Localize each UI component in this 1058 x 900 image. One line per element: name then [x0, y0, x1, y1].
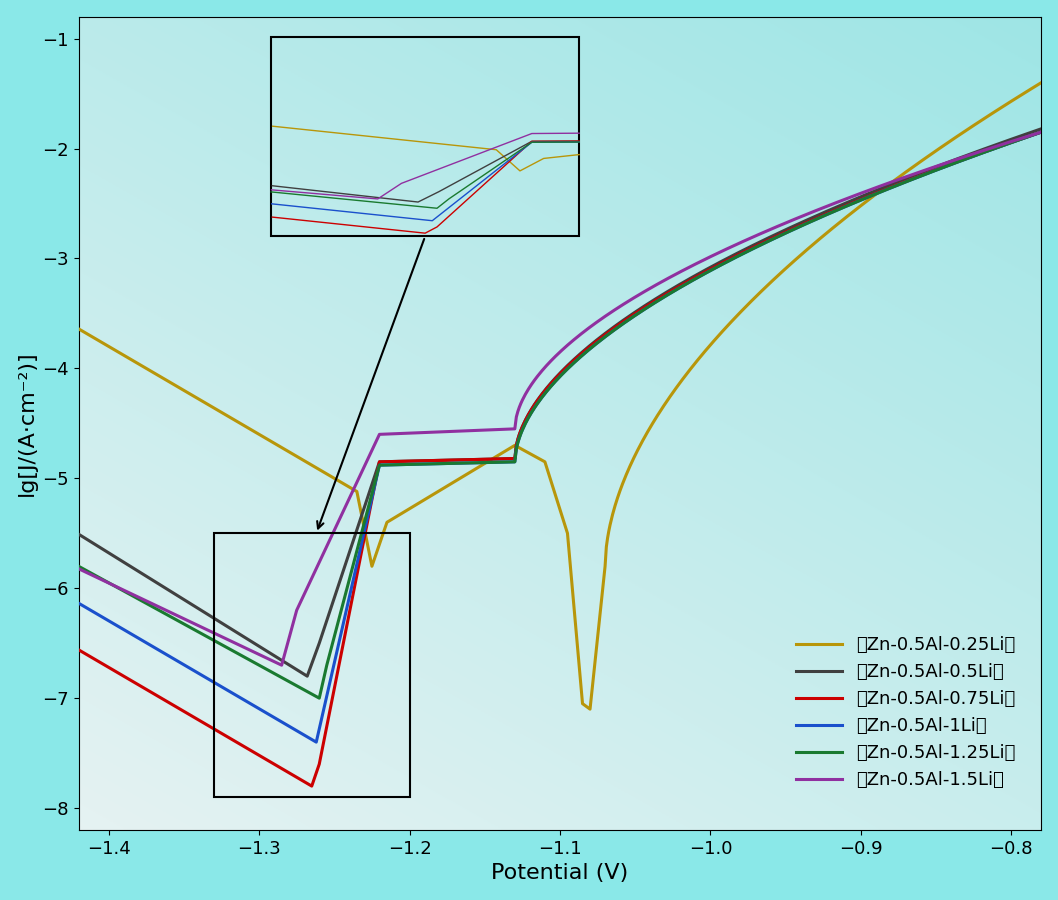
（Zn-0.5Al-0.25Li） [584, 704, 597, 715]
（Zn-0.5Al-1Li） [234, 692, 247, 703]
（Zn-0.5Al-0.25Li） [1035, 77, 1047, 88]
（Zn-0.5Al-0.75Li） [306, 780, 318, 791]
（Zn-0.5Al-0.75Li） [1035, 127, 1047, 138]
（Zn-0.5Al-1.25Li） [603, 328, 616, 338]
Y-axis label: lg[J/(A·cm⁻²)]: lg[J/(A·cm⁻²)] [17, 350, 37, 496]
Legend: （Zn-0.5Al-0.25Li）, （Zn-0.5Al-0.5Li）, （Zn-0.5Al-0.75Li）, （Zn-0.5Al-1Li）, （Zn-0.5A: （Zn-0.5Al-0.25Li）, （Zn-0.5Al-0.5Li）, （Zn… [789, 629, 1023, 796]
（Zn-0.5Al-0.5Li） [464, 454, 477, 465]
Line: （Zn-0.5Al-0.25Li）: （Zn-0.5Al-0.25Li） [78, 83, 1041, 709]
（Zn-0.5Al-1.5Li） [375, 429, 387, 440]
（Zn-0.5Al-1Li） [310, 737, 323, 748]
Line: （Zn-0.5Al-1.5Li）: （Zn-0.5Al-1.5Li） [78, 132, 1041, 665]
Bar [271, 37, 579, 237]
（Zn-0.5Al-1.25Li） [313, 693, 326, 704]
（Zn-0.5Al-1.25Li） [211, 636, 223, 647]
（Zn-0.5Al-1Li） [416, 459, 428, 470]
（Zn-0.5Al-0.25Li） [668, 386, 680, 397]
（Zn-0.5Al-1Li） [857, 194, 870, 204]
（Zn-0.5Al-1Li） [1035, 127, 1047, 138]
（Zn-0.5Al-1.25Li） [464, 457, 477, 468]
（Zn-0.5Al-1.25Li） [1035, 127, 1047, 138]
（Zn-0.5Al-0.5Li） [1035, 123, 1047, 134]
（Zn-0.5Al-1.25Li） [541, 386, 553, 397]
（Zn-0.5Al-0.5Li） [651, 292, 663, 303]
（Zn-0.5Al-0.75Li） [835, 202, 847, 213]
（Zn-0.5Al-0.5Li） [232, 628, 244, 639]
（Zn-0.5Al-1.5Li） [72, 563, 85, 574]
（Zn-0.5Al-0.5Li） [300, 670, 313, 681]
Line: （Zn-0.5Al-0.75Li）: （Zn-0.5Al-0.75Li） [78, 132, 1041, 786]
X-axis label: Potential (V): Potential (V) [491, 863, 628, 883]
（Zn-0.5Al-1Li） [81, 603, 94, 614]
（Zn-0.5Al-0.75Li） [72, 644, 85, 655]
Bar [214, 534, 409, 797]
（Zn-0.5Al-1.5Li） [130, 591, 143, 602]
（Zn-0.5Al-1.25Li） [336, 598, 349, 609]
（Zn-0.5Al-0.25Li） [103, 341, 115, 352]
（Zn-0.5Al-0.5Li） [934, 160, 947, 171]
（Zn-0.5Al-0.5Li） [154, 580, 167, 590]
Line: （Zn-0.5Al-1.25Li）: （Zn-0.5Al-1.25Li） [78, 132, 1041, 698]
Line: （Zn-0.5Al-1Li）: （Zn-0.5Al-1Li） [78, 132, 1041, 742]
（Zn-0.5Al-0.25Li） [72, 323, 85, 334]
（Zn-0.5Al-1.5Li） [423, 427, 436, 437]
（Zn-0.5Al-0.25Li） [612, 492, 624, 503]
（Zn-0.5Al-0.5Li） [97, 544, 110, 555]
（Zn-0.5Al-1.25Li） [72, 561, 85, 572]
（Zn-0.5Al-1.5Li） [521, 386, 533, 397]
（Zn-0.5Al-0.75Li） [967, 150, 980, 161]
（Zn-0.5Al-1.5Li） [1035, 127, 1047, 138]
（Zn-0.5Al-0.75Li） [145, 687, 158, 698]
（Zn-0.5Al-0.25Li） [498, 446, 511, 456]
Line: （Zn-0.5Al-0.5Li）: （Zn-0.5Al-0.5Li） [78, 129, 1041, 676]
（Zn-0.5Al-1Li） [596, 334, 608, 345]
（Zn-0.5Al-0.5Li） [72, 529, 85, 540]
（Zn-0.5Al-0.75Li） [546, 376, 559, 387]
（Zn-0.5Al-0.75Li） [999, 140, 1011, 150]
（Zn-0.5Al-0.25Li） [1020, 86, 1033, 97]
（Zn-0.5Al-0.25Li） [1015, 89, 1027, 100]
（Zn-0.5Al-1.5Li） [380, 428, 393, 439]
（Zn-0.5Al-1Li） [755, 238, 768, 249]
（Zn-0.5Al-1.5Li） [705, 251, 717, 262]
（Zn-0.5Al-1.5Li） [275, 660, 288, 670]
（Zn-0.5Al-1Li） [72, 598, 85, 608]
（Zn-0.5Al-1.25Li） [346, 562, 359, 572]
（Zn-0.5Al-0.75Li） [332, 662, 345, 672]
